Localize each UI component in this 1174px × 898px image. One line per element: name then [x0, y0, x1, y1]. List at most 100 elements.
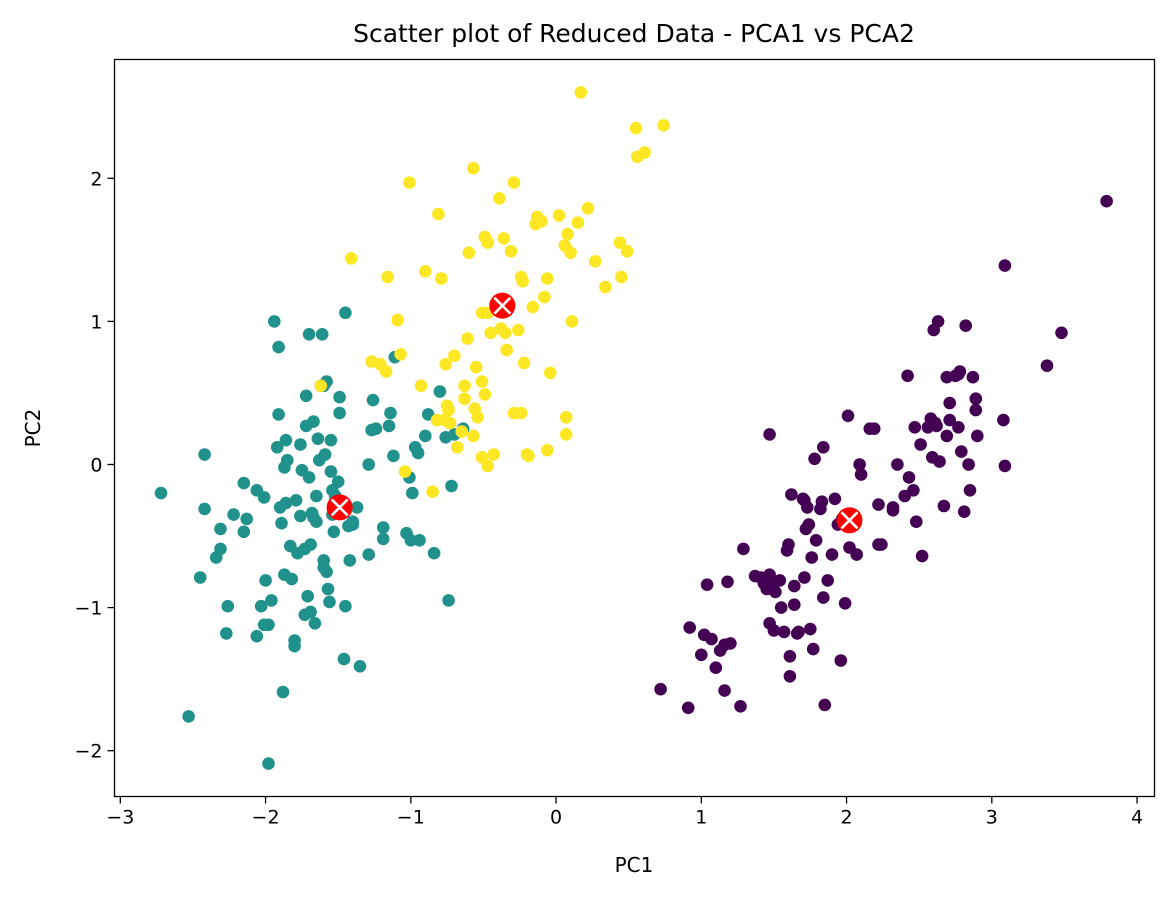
data-point [910, 515, 923, 528]
data-point [853, 458, 866, 471]
data-point [512, 323, 525, 337]
data-point [709, 661, 723, 674]
x-tick-label: 1 [695, 807, 707, 829]
data-point [721, 575, 734, 589]
data-point [382, 419, 396, 433]
data-point [718, 684, 731, 697]
data-point [346, 515, 360, 528]
data-point [461, 332, 474, 345]
y-tick-label: 2 [90, 168, 102, 190]
data-point [872, 498, 885, 511]
data-point [498, 326, 512, 340]
data-point [821, 574, 834, 587]
data-point [959, 319, 972, 333]
data-point [391, 313, 405, 327]
data-point [805, 551, 818, 564]
data-point [281, 453, 294, 467]
data-point [700, 578, 714, 591]
data-point [817, 591, 830, 604]
data-point [782, 538, 795, 551]
data-point [769, 585, 782, 599]
data-point [767, 624, 781, 637]
data-point [221, 599, 235, 613]
data-point [783, 670, 797, 683]
data-point [198, 502, 211, 516]
x-tick-label: −2 [252, 807, 280, 829]
data-point [451, 441, 464, 454]
data-point [914, 438, 927, 451]
data-point [198, 448, 211, 461]
data-point [526, 300, 540, 314]
data-point [574, 86, 588, 99]
data-point [817, 441, 830, 454]
data-point [552, 209, 566, 222]
data-point [294, 438, 307, 451]
data-point [998, 259, 1012, 272]
data-point [773, 574, 787, 587]
data-point [541, 443, 554, 457]
data-point [337, 652, 351, 666]
data-point [265, 594, 278, 607]
data-point [227, 508, 240, 521]
data-point [272, 340, 285, 354]
data-point [467, 162, 480, 175]
data-point [825, 548, 839, 561]
data-point [792, 625, 805, 639]
data-point [250, 629, 264, 643]
data-point [1055, 326, 1068, 340]
y-tick-label: 0 [90, 454, 102, 476]
data-point [381, 270, 394, 284]
data-point [785, 488, 798, 501]
data-point [214, 522, 227, 536]
data-point [285, 572, 299, 586]
y-tick-label: 1 [90, 311, 102, 333]
data-point [522, 449, 535, 463]
data-point [613, 236, 627, 249]
data-point [182, 710, 195, 723]
data-point [308, 617, 322, 630]
data-point [493, 192, 506, 205]
data-point [801, 501, 814, 514]
data-point [315, 328, 329, 341]
data-point [411, 446, 425, 460]
data-point [957, 505, 971, 518]
data-point [500, 343, 513, 357]
data-point [969, 403, 983, 417]
data-point [442, 594, 455, 607]
data-point [481, 236, 495, 249]
data-point [304, 605, 317, 619]
data-point [943, 396, 956, 410]
data-point [599, 280, 612, 294]
data-point [559, 428, 573, 441]
data-point [484, 326, 498, 340]
data-point [268, 315, 281, 328]
data-point [299, 389, 313, 403]
data-point [270, 441, 284, 454]
data-point [275, 516, 288, 530]
data-point [654, 682, 667, 696]
data-point [387, 449, 400, 463]
data-point [475, 375, 489, 388]
data-point [681, 701, 695, 715]
data-point [798, 571, 811, 584]
data-point [940, 429, 954, 443]
data-point [462, 246, 476, 259]
data-point [259, 574, 272, 587]
x-axis-label: PC1 [615, 853, 654, 877]
data-point [561, 227, 574, 241]
data-point [841, 409, 855, 423]
data-point [443, 416, 457, 430]
data-point [369, 422, 383, 436]
data-point [193, 571, 207, 584]
centroid-layer [326, 292, 863, 534]
data-point [629, 121, 643, 135]
data-point [433, 385, 447, 398]
data-point [276, 685, 290, 699]
y-axis-label: PC2 [21, 409, 45, 448]
x-axis: −3 −2 −1 0 1 2 3 4 [106, 796, 1143, 829]
data-point [398, 465, 412, 478]
data-point [257, 491, 271, 504]
data-point [867, 422, 881, 436]
x-tick-label: 4 [1131, 807, 1143, 829]
